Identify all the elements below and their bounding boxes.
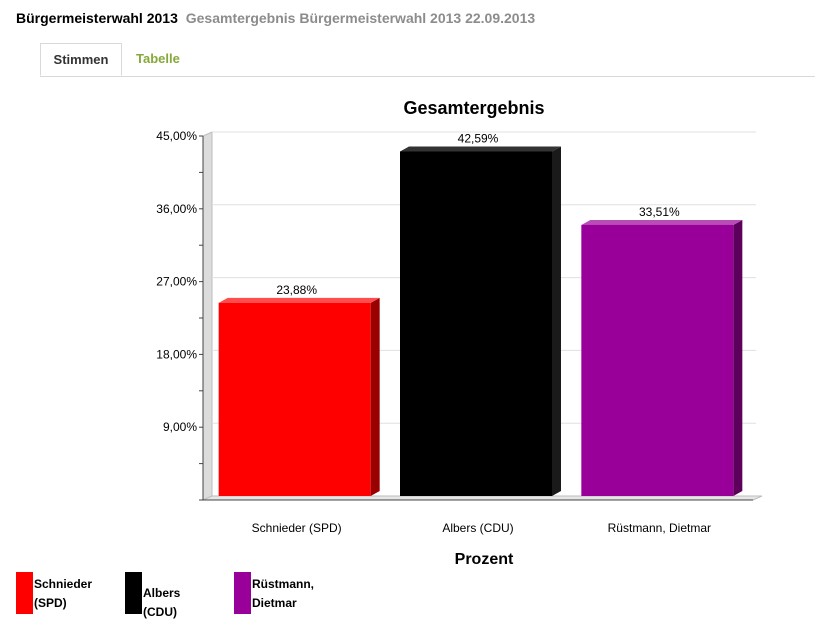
data-label-albers: 42,59% <box>458 131 499 145</box>
x-tick-label-rüstmann: Rüstmann, Dietmar <box>608 521 711 535</box>
data-label-schnieder: 23,88% <box>276 283 317 297</box>
x-tick-label-albers: Albers (CDU) <box>442 521 513 535</box>
legend-label-schnieder-line2: (SPD) <box>34 596 67 610</box>
tab-tabelle[interactable]: Tabelle <box>136 51 180 66</box>
chart-floor <box>202 495 763 501</box>
legend-label-ruestmann-line2: Dietmar <box>252 596 297 610</box>
legend-label-schnieder-line1: Schnieder <box>34 577 93 591</box>
legend-label-ruestmann-line1: Rüstmann, <box>252 577 315 591</box>
x-axis-label: Prozent <box>455 551 514 568</box>
y-tick-label-2: 27,00% <box>156 275 197 289</box>
legend-swatch-ruestmann <box>234 572 251 614</box>
chart-side-wall <box>202 131 213 501</box>
legend-swatch-schnieder <box>16 572 33 614</box>
tab-stimmen[interactable]: Stimmen <box>40 43 122 76</box>
bar-top-rüstmann <box>581 219 743 225</box>
y-tick-label-3: 36,00% <box>156 202 197 216</box>
bar-side-schnieder <box>370 297 380 496</box>
bar-rüstmann <box>581 224 734 496</box>
page-subtitle: Gesamtergebnis Bürgermeisterwahl 2013 22… <box>185 10 536 26</box>
bar-top-schnieder <box>218 297 380 303</box>
y-tick-label-4: 45,00% <box>156 129 197 143</box>
chart-title: Gesamtergebnis <box>403 98 544 118</box>
bar-side-albers <box>552 146 561 497</box>
page-title: Bürgermeisterwahl 2013 <box>16 10 178 26</box>
x-tick-label-schnieder: Schnieder (SPD) <box>252 521 342 535</box>
y-tick-label-0: 9,00% <box>163 420 197 434</box>
bar-schnieder <box>218 302 371 496</box>
data-label-rüstmann: 33,51% <box>639 205 680 219</box>
bar-albers <box>400 151 552 497</box>
y-tick-label-1: 18,00% <box>156 347 197 361</box>
bar-chart: 9,00% 18,00% 27,00% 36,00% 45,00% 23,88% Schni… <box>156 98 763 568</box>
page-header: Bürgermeisterwahl 2013 Gesamtergebnis Bü… <box>16 10 535 26</box>
legend-label-albers: Albers (CDU) <box>143 586 181 619</box>
bar-side-rüstmann <box>733 219 743 496</box>
bar-top-albers <box>400 146 561 152</box>
tab-bar: Stimmen Tabelle <box>40 43 815 77</box>
legend-swatch-albers <box>125 572 142 614</box>
